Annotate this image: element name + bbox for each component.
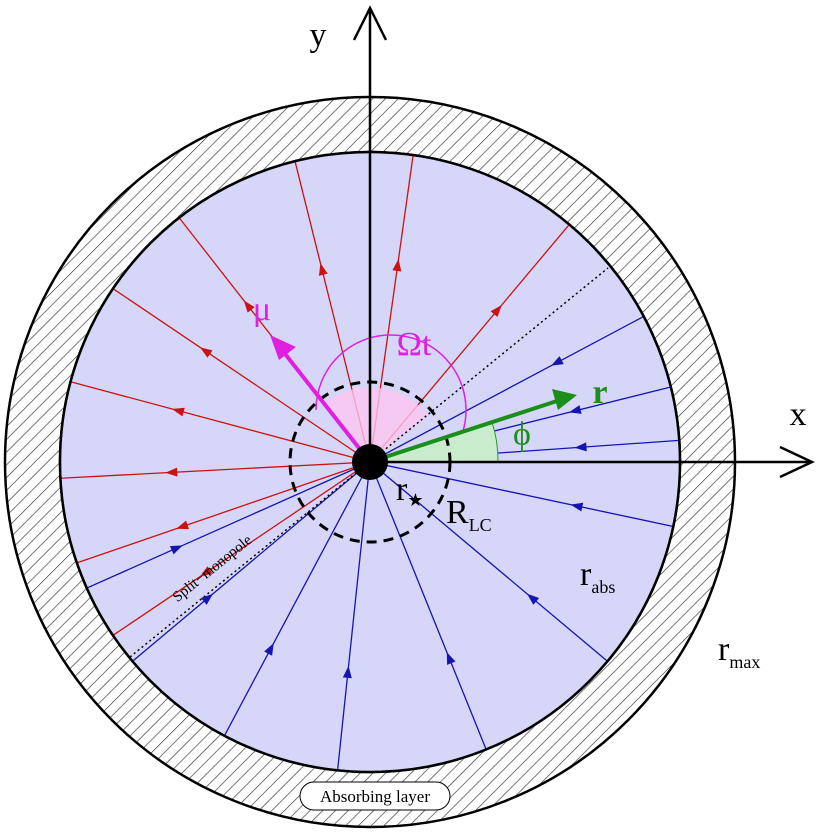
field-arrow xyxy=(176,520,189,530)
field-arrow xyxy=(490,304,502,318)
field-line xyxy=(132,461,371,662)
field-arrow xyxy=(165,467,178,477)
field-line xyxy=(223,461,371,737)
omega-t-label: Ωt xyxy=(397,326,432,363)
field-line xyxy=(86,461,371,589)
phi-label: ϕ xyxy=(513,416,531,453)
r-max-label: rmax xyxy=(718,631,760,672)
mu-label: μ xyxy=(253,291,271,328)
field-arrow xyxy=(200,593,213,605)
field-line xyxy=(112,288,371,463)
r-star-label: r★ xyxy=(396,471,423,510)
field-arrow xyxy=(243,300,255,313)
absorbing-layer-label: Absorbing layer xyxy=(320,787,430,806)
r-abs-label: rabs xyxy=(580,556,615,597)
field-line xyxy=(76,461,371,564)
field-arrow xyxy=(568,405,582,414)
field-line xyxy=(369,461,608,662)
field-arrow xyxy=(392,258,402,272)
y-label: y xyxy=(310,17,327,54)
field-line xyxy=(369,461,487,750)
x-label: x xyxy=(790,396,807,433)
star xyxy=(352,444,388,480)
field-line xyxy=(369,315,645,463)
field-arrow xyxy=(551,356,564,366)
r-label: r xyxy=(592,374,607,411)
field-arrow xyxy=(527,593,540,605)
field-arrow xyxy=(264,643,274,656)
field-arrow xyxy=(200,347,213,358)
mu-arrow xyxy=(280,348,372,464)
field-arrow xyxy=(574,442,587,452)
field-line xyxy=(60,461,371,479)
field-arrow xyxy=(200,566,213,577)
field-line xyxy=(70,381,371,463)
omega-sector xyxy=(323,387,428,462)
absorbing-layer-box xyxy=(299,781,451,811)
field-arrow xyxy=(169,545,183,555)
field-arrow xyxy=(446,652,456,665)
r-lc-label: RLC xyxy=(446,494,492,535)
field-line xyxy=(336,461,371,771)
omega-arc xyxy=(315,334,467,463)
field-arrow xyxy=(171,407,185,417)
r-arrow xyxy=(369,398,561,464)
field-line xyxy=(112,461,371,636)
field-arrow xyxy=(570,502,584,512)
axes xyxy=(352,5,815,479)
field-arrow xyxy=(342,665,352,679)
r-arrowhead xyxy=(552,389,577,410)
field-arrow xyxy=(318,263,328,276)
field-line xyxy=(369,461,674,528)
mu-arrowhead xyxy=(270,335,296,360)
